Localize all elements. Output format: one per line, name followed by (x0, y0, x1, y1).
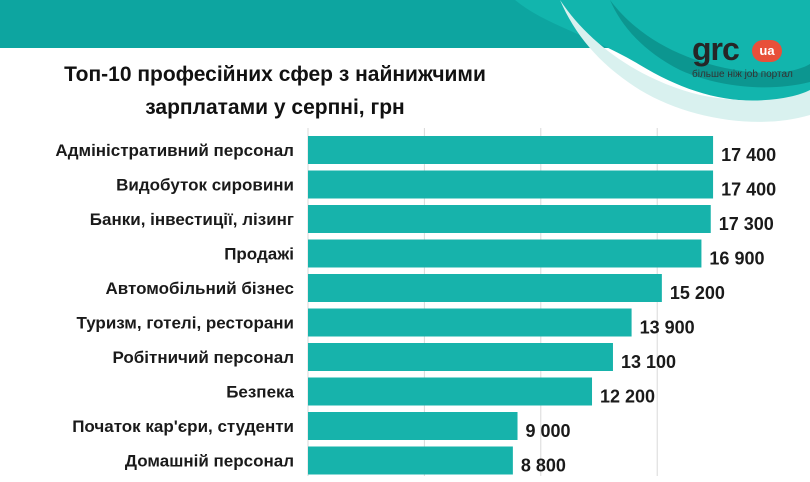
value-label: 17 300 (719, 214, 774, 234)
logo-tagline: більше ніж job портал (692, 69, 793, 80)
value-label: 9 000 (526, 421, 571, 441)
value-label: 17 400 (721, 145, 776, 165)
category-label: Адміністративний персонал (55, 141, 294, 160)
bar (308, 205, 711, 233)
category-label: Банки, інвестиції, лізинг (90, 210, 294, 229)
value-label: 16 900 (709, 249, 764, 269)
bar (308, 136, 714, 164)
bar (308, 343, 613, 371)
value-label: 17 400 (721, 180, 776, 200)
chart-title-line-2: зарплатами у серпні, грн (145, 96, 405, 119)
category-label: Автомобільний бізнес (106, 279, 295, 298)
category-label: Туризм, готелі, ресторани (76, 314, 294, 333)
chart-title: Топ-10 професійних сфер з найнижчими зар… (20, 58, 530, 124)
value-label: 15 200 (670, 283, 725, 303)
value-label: 13 100 (621, 352, 676, 372)
bar (308, 170, 714, 199)
category-label: Безпека (226, 383, 294, 402)
category-label: Видобуток сировини (116, 176, 294, 195)
category-label: Робітничий персонал (112, 348, 294, 367)
value-labels: 17 400 17 400 17 300 16 900 15 200 13 900 13 1… (521, 145, 776, 476)
value-label: 8 800 (521, 456, 566, 476)
grc-logo[interactable]: grc ua більше ніж job портал (682, 30, 793, 90)
bar (308, 377, 593, 406)
bar (308, 412, 518, 440)
value-label: 13 900 (640, 318, 695, 338)
logo-brand-text: grc (692, 31, 740, 67)
bar (308, 239, 702, 268)
logo-ua-badge: ua (752, 40, 782, 62)
category-labels: Адміністративний персонал Видобуток сиров… (55, 141, 294, 471)
category-label: Домашній персонал (125, 452, 294, 471)
chart-title-line-1: Топ-10 професійних сфер з найнижчими (64, 63, 486, 86)
bars (308, 136, 714, 475)
category-label: Продажі (224, 245, 294, 264)
bar (308, 274, 662, 302)
bar (308, 446, 513, 475)
value-label: 12 200 (600, 387, 655, 407)
category-label: Початок кар'єри, студенти (72, 417, 294, 436)
bar (308, 308, 632, 337)
